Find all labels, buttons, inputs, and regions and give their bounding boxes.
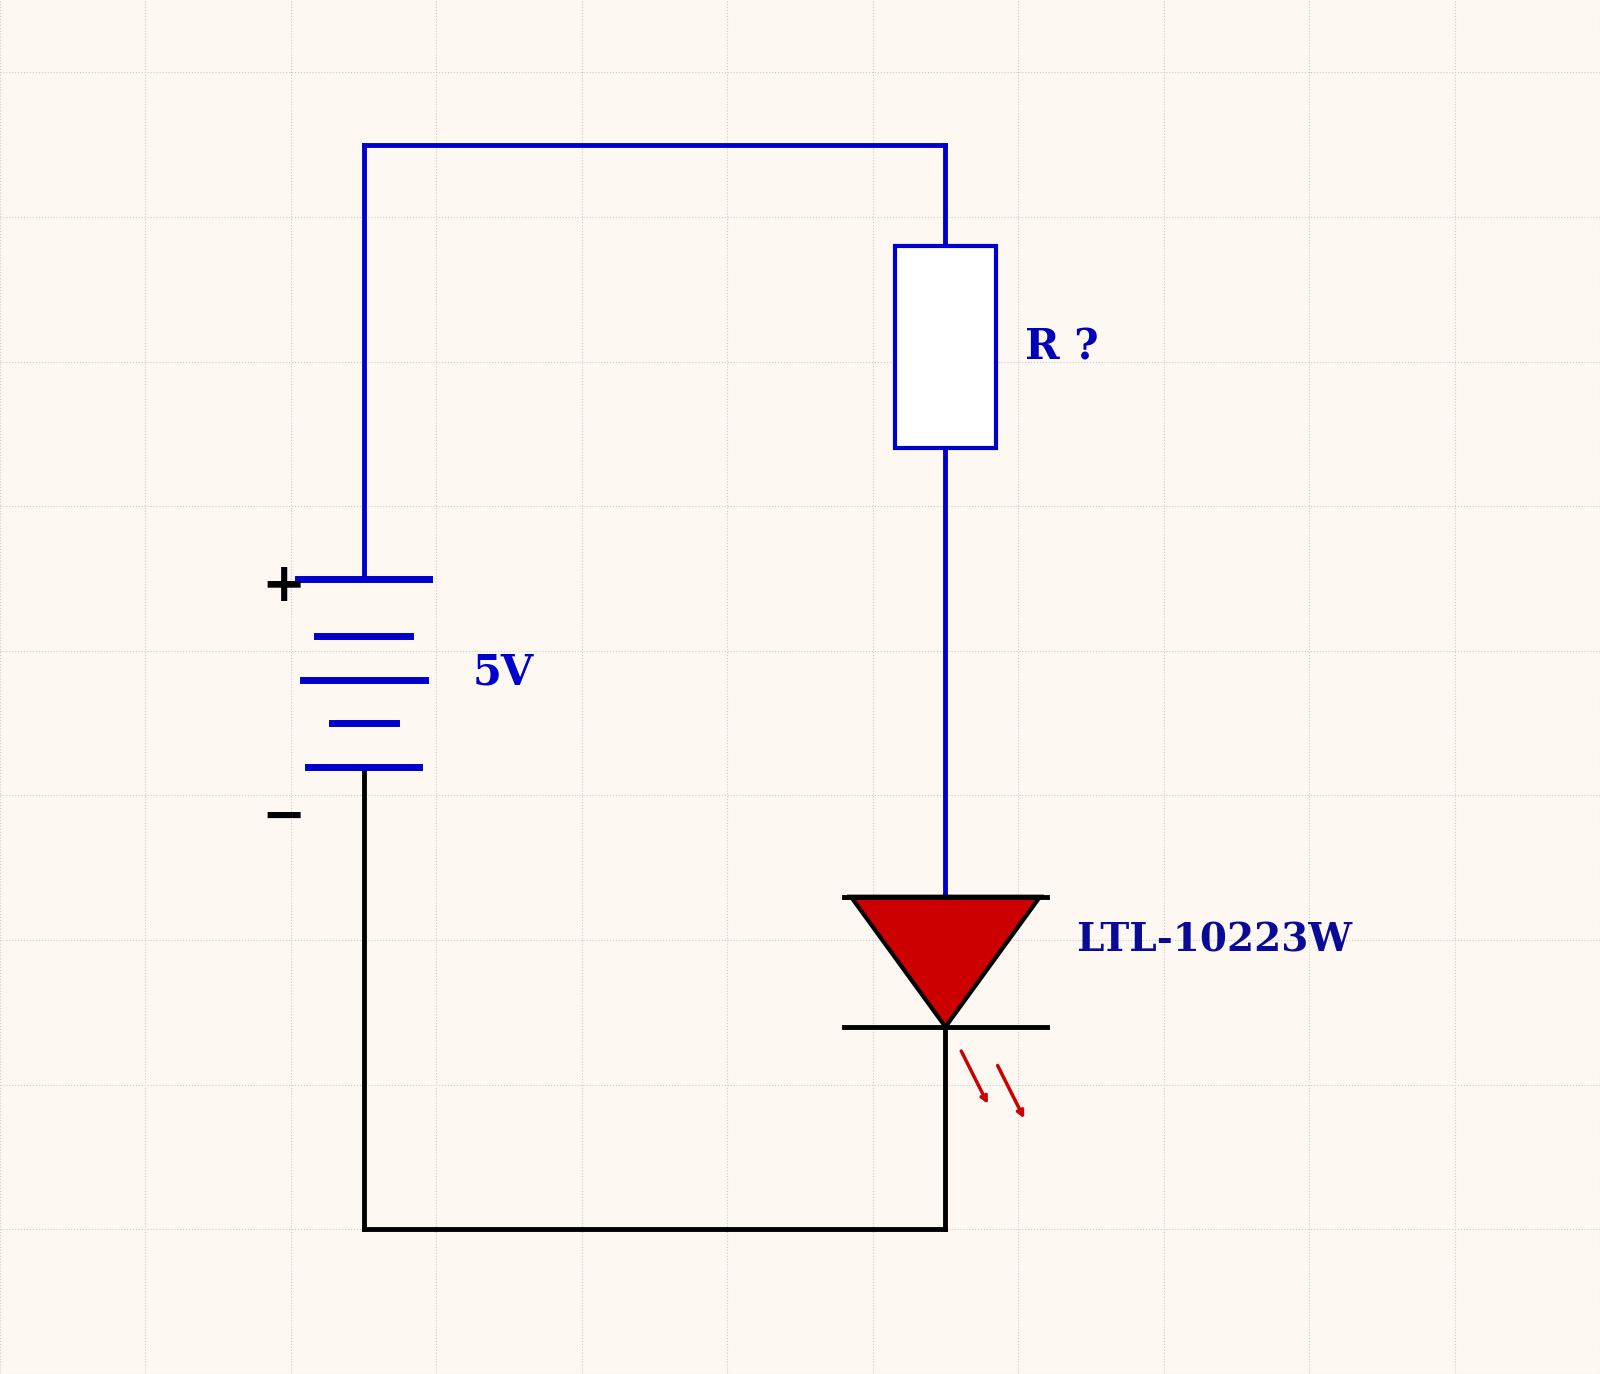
Text: 5V: 5V [472, 651, 534, 694]
Bar [894, 246, 997, 448]
Text: R ?: R ? [1026, 326, 1099, 368]
Text: LTL-10223W: LTL-10223W [1077, 921, 1352, 959]
Text: +: + [261, 559, 306, 611]
Polygon shape [851, 897, 1040, 1026]
Text: −: − [261, 791, 306, 844]
